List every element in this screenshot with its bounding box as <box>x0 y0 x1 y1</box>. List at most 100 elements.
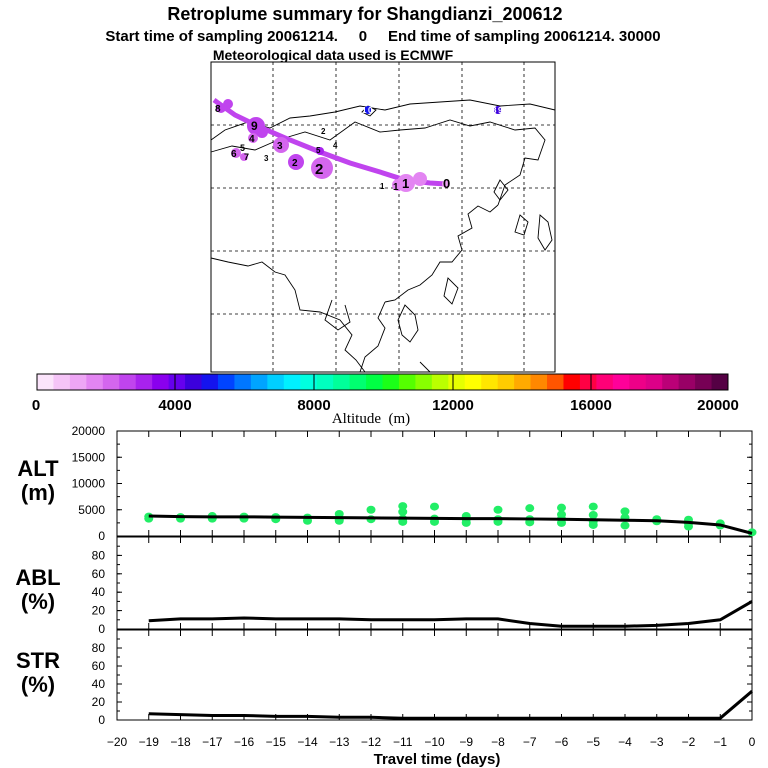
colorbar-swatch <box>300 374 318 390</box>
x-tick-label: −15 <box>266 735 287 749</box>
y-tick-label: 5000 <box>78 503 105 517</box>
y-tick-label: 60 <box>92 659 106 673</box>
alt-panel: ALT (m) 20000 15000 10000 5000 0 <box>17 424 757 543</box>
colorbar-swatch <box>662 374 680 390</box>
colorbar-swatch <box>497 374 515 390</box>
colorbar-swatch <box>217 374 235 390</box>
colorbar-swatch <box>711 374 729 390</box>
colorbar-swatch <box>398 374 416 390</box>
traj-label: 3 <box>277 141 283 152</box>
x-tick-label: −8 <box>491 735 505 749</box>
x-tick-label: −20 <box>107 735 128 749</box>
colorbar-swatch <box>119 374 137 390</box>
cluster-point <box>398 502 408 511</box>
y-tick-label: 20 <box>92 695 106 709</box>
cluster-label: 3 <box>264 154 269 163</box>
time-series-panels: ALT (m) 20000 15000 10000 5000 0 ABL (%) 80 6… <box>15 424 757 727</box>
abl-panel: ABL (%) 80 60 40 20 0 <box>15 536 753 636</box>
x-tick-label: −9 <box>459 735 473 749</box>
colorbar-swatch <box>349 374 367 390</box>
y-tick-label: 15000 <box>72 450 106 464</box>
x-tick-label: −2 <box>682 735 696 749</box>
y-tick-label: 80 <box>92 548 106 562</box>
traj-label: 6 <box>231 149 237 160</box>
cluster-label: 0 <box>368 106 373 115</box>
cluster-point <box>525 504 535 513</box>
cluster-dot <box>364 106 372 114</box>
colorbar-swatch <box>366 374 383 390</box>
y-tick-label: 0 <box>98 622 105 636</box>
x-tick-label: −5 <box>586 735 600 749</box>
x-tick-label: −13 <box>329 735 350 749</box>
cluster-point <box>557 503 566 512</box>
traj-label: 4 <box>249 134 255 145</box>
colorbar-swatch <box>596 374 614 390</box>
traj-label: 1 <box>393 182 399 193</box>
cluster-dot <box>231 148 241 158</box>
cluster-dot <box>273 137 289 153</box>
colorbar-tick: 4000 <box>158 397 191 414</box>
colorbar-swatch <box>333 374 351 390</box>
colorbar-swatch <box>316 374 334 390</box>
colorbar-swatch <box>579 374 597 390</box>
map-panel: 0 1 1 1 2 2 3 4 5 6 7 8 9 2 4 5 3 1 0 8 … <box>210 61 556 373</box>
colorbar-swatch <box>629 374 647 390</box>
str-plot: 80 60 40 20 0 <box>92 629 753 727</box>
x-tick-label: −12 <box>361 735 382 749</box>
chart-subtitle: Start time of sampling 20061214. 0 End t… <box>105 28 660 45</box>
colorbar-swatch <box>464 374 482 390</box>
cluster-point <box>588 520 598 529</box>
colorbar-swatch <box>185 374 203 390</box>
traj-label: 1 <box>402 176 409 191</box>
cluster-label: 2 <box>321 127 326 136</box>
cluster-dot <box>413 172 427 186</box>
colorbar-label: Altitude (m) <box>332 411 410 427</box>
colorbar-swatch <box>382 374 400 390</box>
traj-label: 2 <box>315 161 323 178</box>
colorbar-tick: 20000 <box>697 397 739 414</box>
cluster-dot <box>248 133 258 143</box>
x-tick-label: −7 <box>523 735 537 749</box>
x-axis-ticks: −20 −19 −18 −17 −16 −15 −14 −13 −12 −11 −10 −9 −8 −7−… <box>107 735 756 749</box>
traj-label: 2 <box>292 158 298 169</box>
x-tick-label: −17 <box>202 735 223 749</box>
x-tick-label: 0 <box>749 735 756 749</box>
cluster-label: 8 <box>492 106 497 115</box>
colorbar-swatch <box>695 374 713 390</box>
colorbar-swatch <box>431 374 449 390</box>
colorbar-swatch <box>481 374 499 390</box>
cluster-point <box>620 521 630 530</box>
cluster-point <box>620 507 630 516</box>
chart-title: Retroplume summary for Shangdianzi_20061… <box>167 4 562 24</box>
alt-panel-unit: (m) <box>21 480 55 505</box>
trajectory-labels: 0 1 1 1 2 2 3 4 5 6 7 8 9 <box>215 104 450 193</box>
x-axis-label: Travel time (days) <box>374 751 501 768</box>
x-tick-label: −14 <box>297 735 318 749</box>
cluster-label: 1 <box>362 106 367 115</box>
colorbar-swatch <box>267 374 285 390</box>
x-tick-label: −16 <box>234 735 255 749</box>
colorbar-swatch <box>152 374 170 390</box>
colorbar-swatch <box>168 374 186 390</box>
str-panel: STR (%) 80 60 40 20 0 <box>16 629 753 727</box>
colorbar-swatch <box>612 374 630 390</box>
y-tick-label: 60 <box>92 567 106 581</box>
colorbar-swatch <box>250 374 268 390</box>
colorbar-swatch <box>678 374 696 390</box>
cluster-dot <box>223 99 233 109</box>
x-tick-label: −18 <box>170 735 191 749</box>
abl-panel-label: ABL <box>15 565 60 590</box>
cluster-point <box>588 511 598 519</box>
traj-label: 5 <box>240 143 245 153</box>
colorbar-swatch <box>530 374 548 390</box>
str-panel-label: STR <box>16 648 60 673</box>
cluster-dot <box>288 154 304 170</box>
cluster-point <box>398 517 408 526</box>
colorbar-swatch <box>448 374 466 390</box>
colorbar-tick: 0 <box>32 397 40 414</box>
y-tick-label: 80 <box>92 641 106 655</box>
traj-label: 0 <box>443 176 450 191</box>
cluster-point <box>461 518 471 527</box>
colorbar-swatch <box>37 374 54 390</box>
